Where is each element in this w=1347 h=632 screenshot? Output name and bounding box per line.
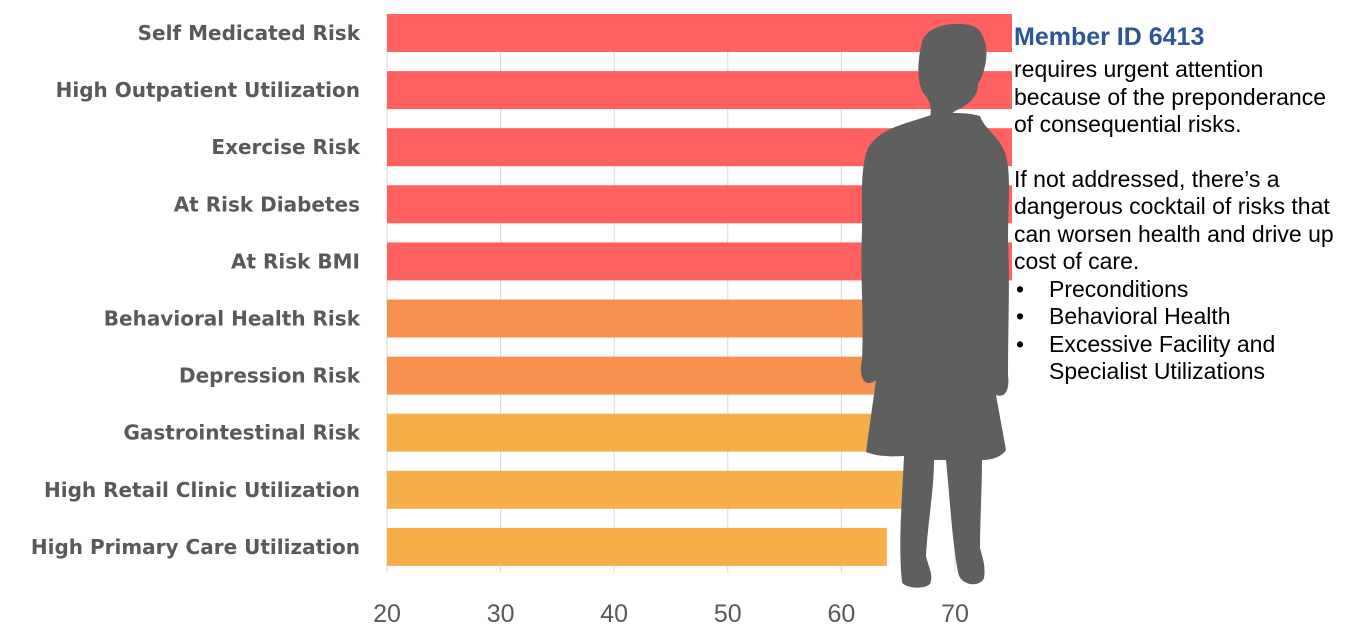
category-label: High Primary Care Utilization [31,535,360,559]
x-tick-label: 50 [714,600,742,628]
bullet-icon: • [1016,303,1024,331]
bar [387,528,887,566]
bullet-icon: • [1016,276,1024,304]
category-label: Exercise Risk [211,135,360,159]
category-label: Behavioral Health Risk [104,307,361,331]
bar [387,14,1012,52]
member-summary-panel: Member ID 6413 requires urgent attention… [1014,18,1344,386]
category-labels: Self Medicated Risk High Outpatient Utili… [31,21,361,559]
category-label: Depression Risk [179,364,361,388]
list-item: • Excessive Facility and Specialist Util… [1014,331,1344,386]
category-label: High Retail Clinic Utilization [44,478,360,502]
x-axis-tick-labels: 20 30 40 50 60 70 [373,600,969,628]
category-label: Gastrointestinal Risk [123,421,360,445]
list-item-label: Behavioral Health [1049,303,1231,329]
list-item-label: Preconditions [1049,276,1188,302]
x-tick-label: 30 [487,600,515,628]
x-tick-label: 20 [373,600,401,628]
list-item-label: Excessive Facility and Specialist Utiliz… [1049,331,1275,385]
summary-paragraph: requires urgent attention because of the… [1014,56,1344,139]
bar [387,414,932,452]
category-label: At Risk Diabetes [174,192,360,216]
category-label: Self Medicated Risk [138,21,361,45]
warning-paragraph: If not addressed, there’s a dangerous co… [1014,166,1344,276]
category-label: At Risk BMI [231,249,360,273]
bar [387,471,910,509]
category-label: High Outpatient Utilization [56,78,360,102]
x-tick-label: 70 [941,600,969,628]
list-item: • Behavioral Health [1014,303,1344,331]
x-tick-label: 60 [827,600,855,628]
list-item: • Preconditions [1014,276,1344,304]
member-id-title: Member ID 6413 [1014,18,1344,56]
bar [387,71,1012,109]
bullet-icon: • [1016,331,1024,359]
x-tick-label: 40 [600,600,628,628]
risk-category-list: • Preconditions • Behavioral Health • Ex… [1014,276,1344,386]
